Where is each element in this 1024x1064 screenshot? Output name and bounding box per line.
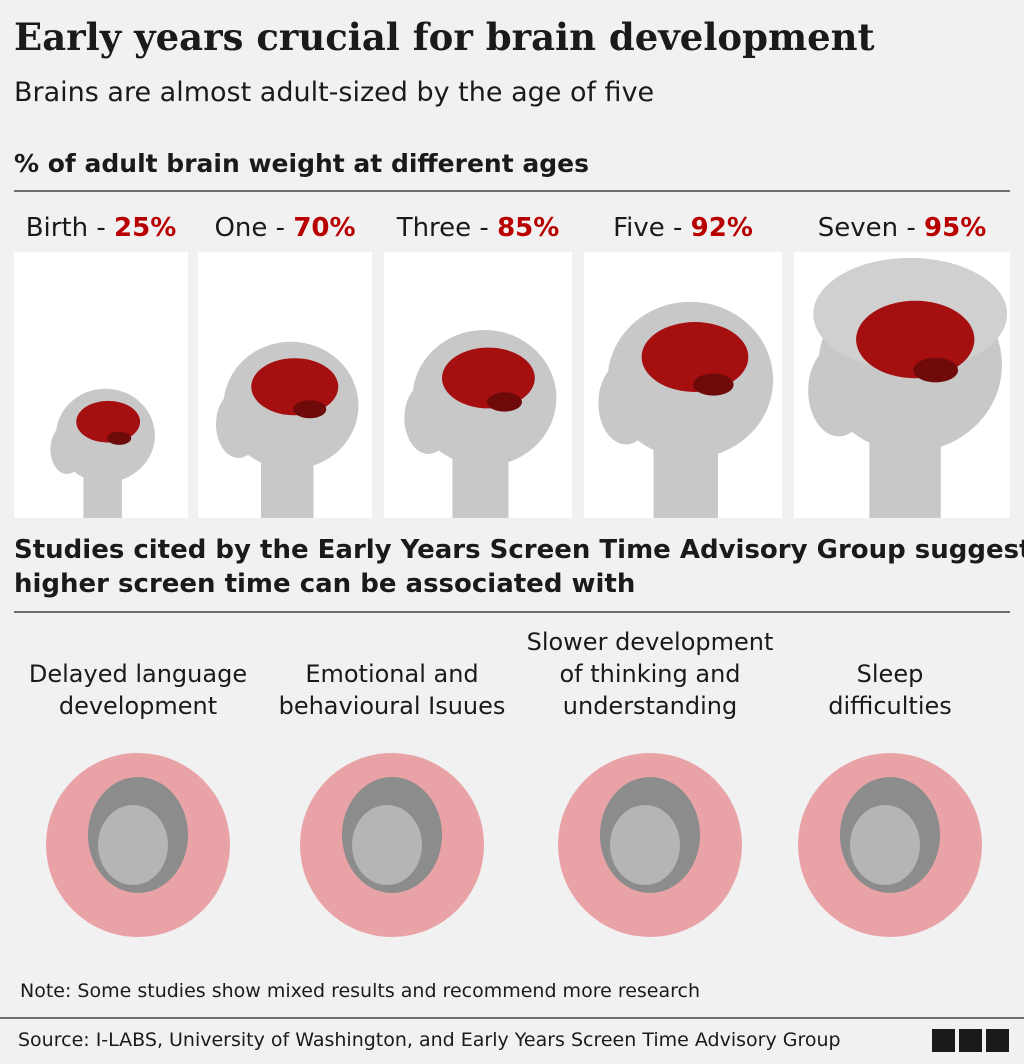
cerebellum bbox=[486, 392, 522, 412]
face bbox=[50, 424, 84, 474]
stage-percent: 25% bbox=[114, 213, 176, 243]
cerebellum bbox=[293, 400, 327, 419]
face bbox=[598, 361, 654, 445]
stage-label: Birth - 25% bbox=[26, 213, 177, 243]
cerebellum bbox=[693, 373, 734, 396]
effect-label: Sleep bbox=[857, 660, 924, 688]
stage-name: Three - bbox=[396, 213, 489, 243]
brain bbox=[641, 322, 749, 392]
effect-label: development bbox=[59, 692, 217, 720]
cerebellum bbox=[913, 357, 959, 383]
effect-label: understanding bbox=[563, 692, 737, 720]
stage-label: Seven - 95% bbox=[818, 213, 987, 243]
figure-face bbox=[98, 805, 168, 885]
child-head bbox=[50, 388, 155, 518]
face bbox=[404, 382, 453, 454]
face bbox=[216, 390, 261, 458]
effect-label: Emotional and bbox=[305, 660, 478, 688]
logo-box bbox=[986, 1029, 1009, 1052]
logo-letter: C bbox=[991, 1032, 1003, 1052]
stage-percent: 85% bbox=[497, 213, 559, 243]
stage-percent: 92% bbox=[691, 213, 753, 243]
note: Note: Some studies show mixed results an… bbox=[20, 980, 700, 1002]
stage-name: Birth - bbox=[26, 213, 106, 243]
brain bbox=[442, 347, 535, 409]
subtitle: Brains are almost adult-sized by the age… bbox=[14, 77, 654, 108]
title: Early years crucial for brain developmen… bbox=[14, 15, 875, 59]
stage-name: Five - bbox=[613, 213, 682, 243]
brain bbox=[856, 300, 975, 379]
source: Source: I-LABS, University of Washington… bbox=[18, 1029, 841, 1051]
brain-stages: Birth - 25% One - 70% Three - 85% Five - 92… bbox=[14, 213, 1010, 518]
figure-face bbox=[610, 805, 680, 885]
logo-box bbox=[959, 1029, 982, 1052]
figure-face bbox=[850, 805, 920, 885]
logo-box bbox=[932, 1029, 955, 1052]
face bbox=[808, 344, 870, 437]
brain bbox=[251, 358, 339, 416]
brain bbox=[76, 400, 141, 443]
effect-label: Delayed language bbox=[29, 660, 247, 688]
stage-label: One - 70% bbox=[214, 213, 355, 243]
child-head bbox=[404, 330, 557, 518]
logo-letter: B bbox=[937, 1032, 950, 1052]
child-head bbox=[598, 301, 774, 518]
child-head bbox=[808, 257, 1008, 518]
stage-label: Three - 85% bbox=[396, 213, 560, 243]
logo-letter: B bbox=[964, 1032, 977, 1052]
stage-name: Seven - bbox=[818, 213, 916, 243]
stage-label: Five - 92% bbox=[613, 213, 753, 243]
section-heading: % of adult brain weight at different age… bbox=[14, 149, 589, 178]
stage-percent: 95% bbox=[924, 213, 986, 243]
figure-face bbox=[352, 805, 422, 885]
section-heading: Studies cited by the Early Years Screen … bbox=[14, 535, 1024, 565]
section-heading: higher screen time can be associated wit… bbox=[14, 569, 635, 599]
stage-name: One - bbox=[214, 213, 285, 243]
stage-percent: 70% bbox=[293, 213, 355, 243]
effects: Delayed language development Emotional and… bbox=[29, 628, 982, 937]
effect-label: of thinking and bbox=[559, 660, 740, 688]
effect-label: Slower development bbox=[527, 628, 774, 656]
cerebellum bbox=[107, 431, 132, 445]
child-head bbox=[216, 341, 359, 518]
effect-label: difficulties bbox=[828, 692, 952, 720]
effect-label: behavioural Isuues bbox=[279, 692, 506, 720]
